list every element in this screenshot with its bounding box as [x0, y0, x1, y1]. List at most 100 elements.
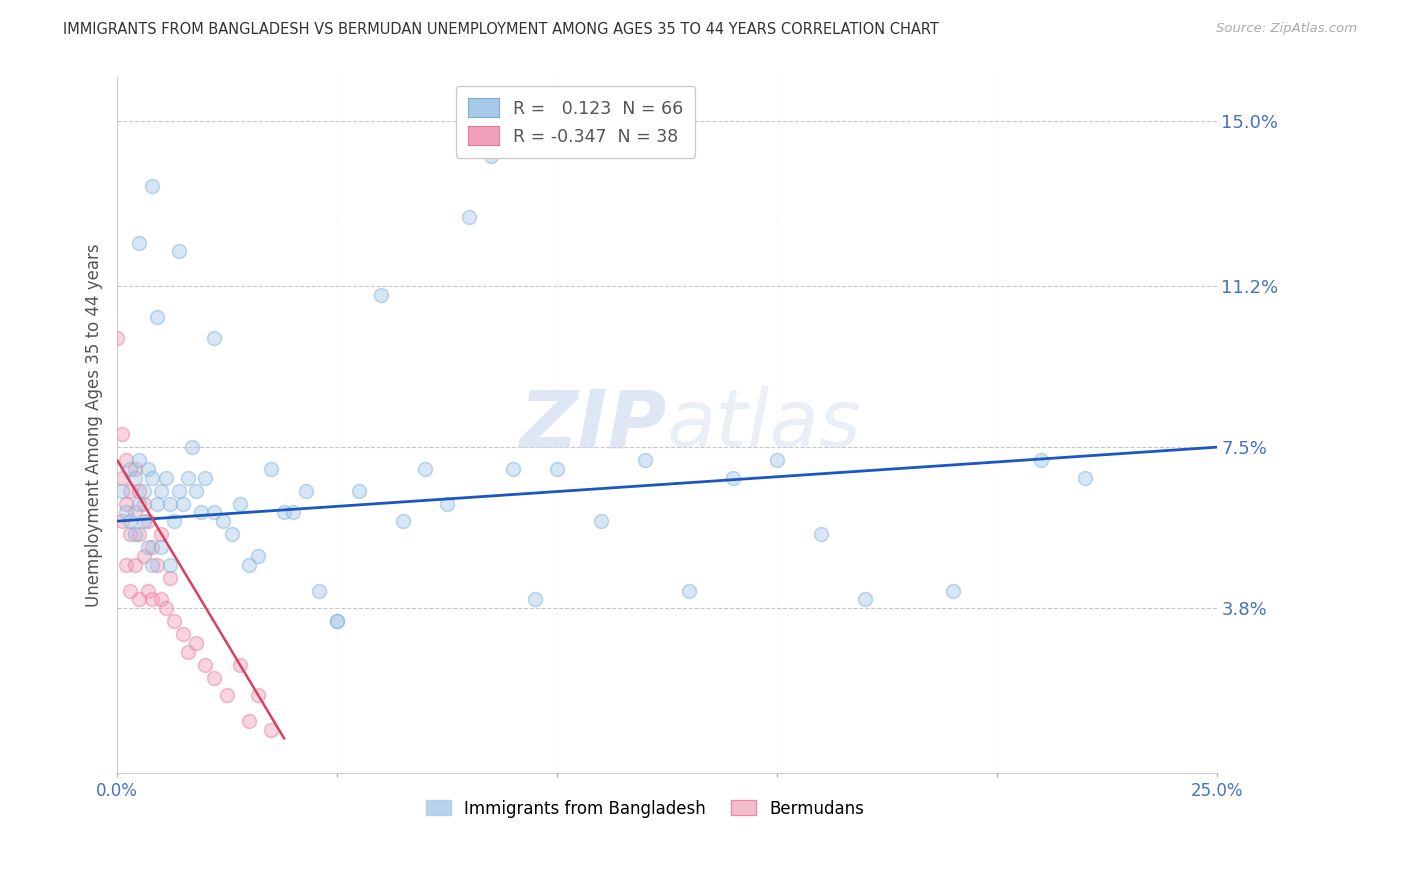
Point — [124, 470, 146, 484]
Point — [155, 470, 177, 484]
Point — [128, 592, 150, 607]
Point — [281, 505, 304, 519]
Point — [141, 540, 163, 554]
Point — [765, 453, 787, 467]
Point — [260, 723, 283, 737]
Point — [295, 483, 318, 498]
Point — [159, 497, 181, 511]
Point — [159, 558, 181, 572]
Point — [159, 571, 181, 585]
Point — [221, 527, 243, 541]
Legend: Immigrants from Bangladesh, Bermudans: Immigrants from Bangladesh, Bermudans — [419, 793, 870, 824]
Point — [120, 462, 142, 476]
Point — [246, 688, 269, 702]
Point — [260, 462, 283, 476]
Point — [141, 592, 163, 607]
Point — [181, 440, 204, 454]
Point — [145, 558, 167, 572]
Point — [128, 235, 150, 250]
Point — [132, 497, 155, 511]
Point — [136, 583, 159, 598]
Point — [326, 614, 349, 628]
Point — [202, 505, 225, 519]
Point — [150, 527, 173, 541]
Point — [326, 614, 349, 628]
Point — [132, 514, 155, 528]
Point — [176, 645, 198, 659]
Point — [202, 671, 225, 685]
Point — [124, 527, 146, 541]
Point — [124, 558, 146, 572]
Point — [128, 483, 150, 498]
Point — [128, 497, 150, 511]
Point — [413, 462, 436, 476]
Text: IMMIGRANTS FROM BANGLADESH VS BERMUDAN UNEMPLOYMENT AMONG AGES 35 TO 44 YEARS CO: IMMIGRANTS FROM BANGLADESH VS BERMUDAN U… — [63, 22, 939, 37]
Point — [502, 462, 524, 476]
Point — [1073, 470, 1095, 484]
Point — [211, 514, 233, 528]
Point — [145, 497, 167, 511]
Point — [120, 483, 142, 498]
Point — [136, 540, 159, 554]
Point — [132, 483, 155, 498]
Point — [853, 592, 876, 607]
Point — [546, 462, 568, 476]
Point — [589, 514, 612, 528]
Point — [155, 601, 177, 615]
Point — [128, 527, 150, 541]
Point — [136, 514, 159, 528]
Text: Source: ZipAtlas.com: Source: ZipAtlas.com — [1216, 22, 1357, 36]
Point — [176, 470, 198, 484]
Point — [110, 470, 132, 484]
Point — [392, 514, 415, 528]
Point — [678, 583, 700, 598]
Point — [229, 657, 252, 672]
Point — [124, 462, 146, 476]
Point — [141, 558, 163, 572]
Point — [194, 470, 217, 484]
Point — [194, 657, 217, 672]
Point — [120, 514, 142, 528]
Point — [120, 583, 142, 598]
Point — [458, 210, 481, 224]
Point — [479, 149, 502, 163]
Point — [128, 453, 150, 467]
Point — [132, 549, 155, 563]
Point — [115, 505, 138, 519]
Point — [436, 497, 458, 511]
Point — [167, 244, 190, 259]
Point — [136, 462, 159, 476]
Point — [347, 483, 370, 498]
Point — [115, 453, 138, 467]
Text: atlas: atlas — [666, 386, 862, 465]
Y-axis label: Unemployment Among Ages 35 to 44 years: Unemployment Among Ages 35 to 44 years — [86, 244, 103, 607]
Point — [150, 540, 173, 554]
Point — [163, 614, 186, 628]
Point — [172, 627, 194, 641]
Point — [370, 288, 392, 302]
Point — [238, 714, 260, 729]
Point — [145, 310, 167, 324]
Point — [141, 179, 163, 194]
Point — [172, 497, 194, 511]
Point — [110, 514, 132, 528]
Point — [721, 470, 744, 484]
Point — [190, 505, 212, 519]
Point — [124, 505, 146, 519]
Point — [308, 583, 330, 598]
Point — [634, 453, 657, 467]
Point — [115, 497, 138, 511]
Point — [167, 483, 190, 498]
Point — [246, 549, 269, 563]
Point — [1029, 453, 1052, 467]
Point — [150, 483, 173, 498]
Point — [942, 583, 965, 598]
Point — [229, 497, 252, 511]
Point — [810, 527, 832, 541]
Point — [523, 592, 546, 607]
Point — [120, 527, 142, 541]
Point — [202, 331, 225, 345]
Point — [105, 331, 128, 345]
Point — [238, 558, 260, 572]
Point — [115, 558, 138, 572]
